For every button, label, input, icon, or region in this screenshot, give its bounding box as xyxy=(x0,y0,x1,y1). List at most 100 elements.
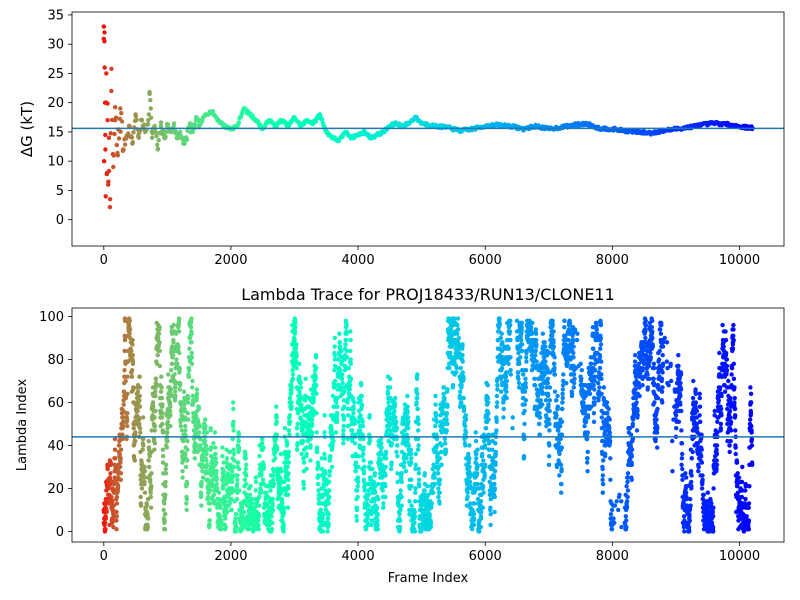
lambda-point xyxy=(184,501,189,506)
lambda-point xyxy=(347,383,353,388)
lambda-point xyxy=(379,441,384,446)
lambda-point xyxy=(554,413,559,418)
lambda-point xyxy=(417,484,422,489)
lambda-point xyxy=(140,447,145,452)
dg-point xyxy=(241,106,246,111)
lambda-point xyxy=(289,389,294,394)
lambda-point xyxy=(625,488,631,493)
lambda-point xyxy=(433,402,438,407)
lambda-point xyxy=(180,475,185,480)
lambda-point xyxy=(204,430,209,435)
lambda-point xyxy=(243,456,248,461)
lambda-point xyxy=(571,385,576,390)
lambda-point xyxy=(623,514,628,519)
lambda-point xyxy=(141,436,146,442)
lambda-point xyxy=(433,393,438,399)
lambda-point xyxy=(384,456,389,461)
lambda-point xyxy=(196,430,202,435)
lambda-point xyxy=(173,385,178,390)
lambda-point xyxy=(506,346,511,351)
lambda-point xyxy=(552,355,557,360)
lambda-point xyxy=(163,492,168,497)
lambda-point xyxy=(462,423,468,429)
lambda-point xyxy=(168,413,173,418)
lambda-point xyxy=(274,404,279,409)
lambda-point xyxy=(454,365,459,371)
dg-point xyxy=(495,122,501,128)
lambda-point xyxy=(179,413,184,418)
lambda-point xyxy=(582,423,587,429)
lambda-point xyxy=(437,501,442,506)
lambda-point xyxy=(125,423,130,429)
lambda-point xyxy=(569,391,575,396)
lambda-point xyxy=(304,466,309,472)
lambda-point xyxy=(203,443,209,448)
lambda-point xyxy=(114,514,120,519)
lambda-point xyxy=(475,481,480,487)
lambda-point xyxy=(281,529,286,534)
lambda-point xyxy=(253,488,258,493)
lambda-point xyxy=(270,496,275,502)
lambda-point xyxy=(361,458,366,463)
dg-point xyxy=(102,100,108,105)
lambda-point xyxy=(471,522,477,528)
dg-point xyxy=(153,130,158,135)
lambda-point xyxy=(552,365,557,371)
lambda-point xyxy=(608,477,613,482)
lambda-point xyxy=(470,527,475,532)
lambda-point xyxy=(289,404,294,409)
lambda-point xyxy=(460,359,465,364)
dg-point xyxy=(216,118,221,123)
lambda-point xyxy=(218,505,223,510)
dg-point xyxy=(584,121,590,126)
dg-point xyxy=(311,120,316,126)
lambda-point xyxy=(520,348,525,354)
lambda-point xyxy=(547,428,552,433)
dg-point xyxy=(362,129,367,135)
lambda-point xyxy=(593,368,598,373)
lambda-point xyxy=(338,368,343,373)
lambda-point xyxy=(231,458,237,463)
lambda-point xyxy=(242,477,247,482)
lambda-point xyxy=(278,451,284,457)
dg-point xyxy=(413,115,418,120)
lambda-point xyxy=(164,445,169,450)
lambda-point xyxy=(301,438,306,444)
lambda-point xyxy=(231,428,236,433)
lambda-point xyxy=(559,445,564,450)
lambda-point xyxy=(286,454,291,459)
lambda-point xyxy=(375,522,380,528)
lambda-point xyxy=(413,462,418,467)
lambda-point xyxy=(271,481,277,487)
lambda-point xyxy=(135,408,140,414)
lambda-point xyxy=(113,456,118,461)
lambda-point xyxy=(393,395,398,401)
lambda-point xyxy=(160,460,166,465)
lambda-point xyxy=(492,475,497,480)
lambda-point xyxy=(301,460,307,465)
lambda-point xyxy=(413,490,418,495)
lambda-point xyxy=(181,389,187,394)
lambda-point xyxy=(616,507,621,513)
lambda-point xyxy=(571,372,577,377)
lambda-point xyxy=(298,385,304,390)
lambda-point xyxy=(189,331,194,336)
lambda-point xyxy=(545,391,551,396)
lambda-point xyxy=(436,494,441,500)
lambda-point xyxy=(523,385,529,390)
lambda-point xyxy=(437,481,442,487)
lambda-point xyxy=(213,451,218,457)
lambda-point xyxy=(142,479,147,485)
lambda-point xyxy=(533,348,539,354)
lambda-point xyxy=(599,359,604,364)
lambda-point xyxy=(362,464,367,470)
lambda-point xyxy=(473,430,478,435)
lambda-point xyxy=(379,445,384,450)
lambda-point xyxy=(137,426,143,431)
lambda-point xyxy=(412,509,417,515)
lambda-point xyxy=(129,374,135,379)
lambda-point xyxy=(310,421,315,427)
dg-x-ticks: 0 2000 4000 6000 8000 10000 xyxy=(100,246,760,268)
lambda-point xyxy=(314,411,319,416)
lambda-point xyxy=(501,406,506,412)
